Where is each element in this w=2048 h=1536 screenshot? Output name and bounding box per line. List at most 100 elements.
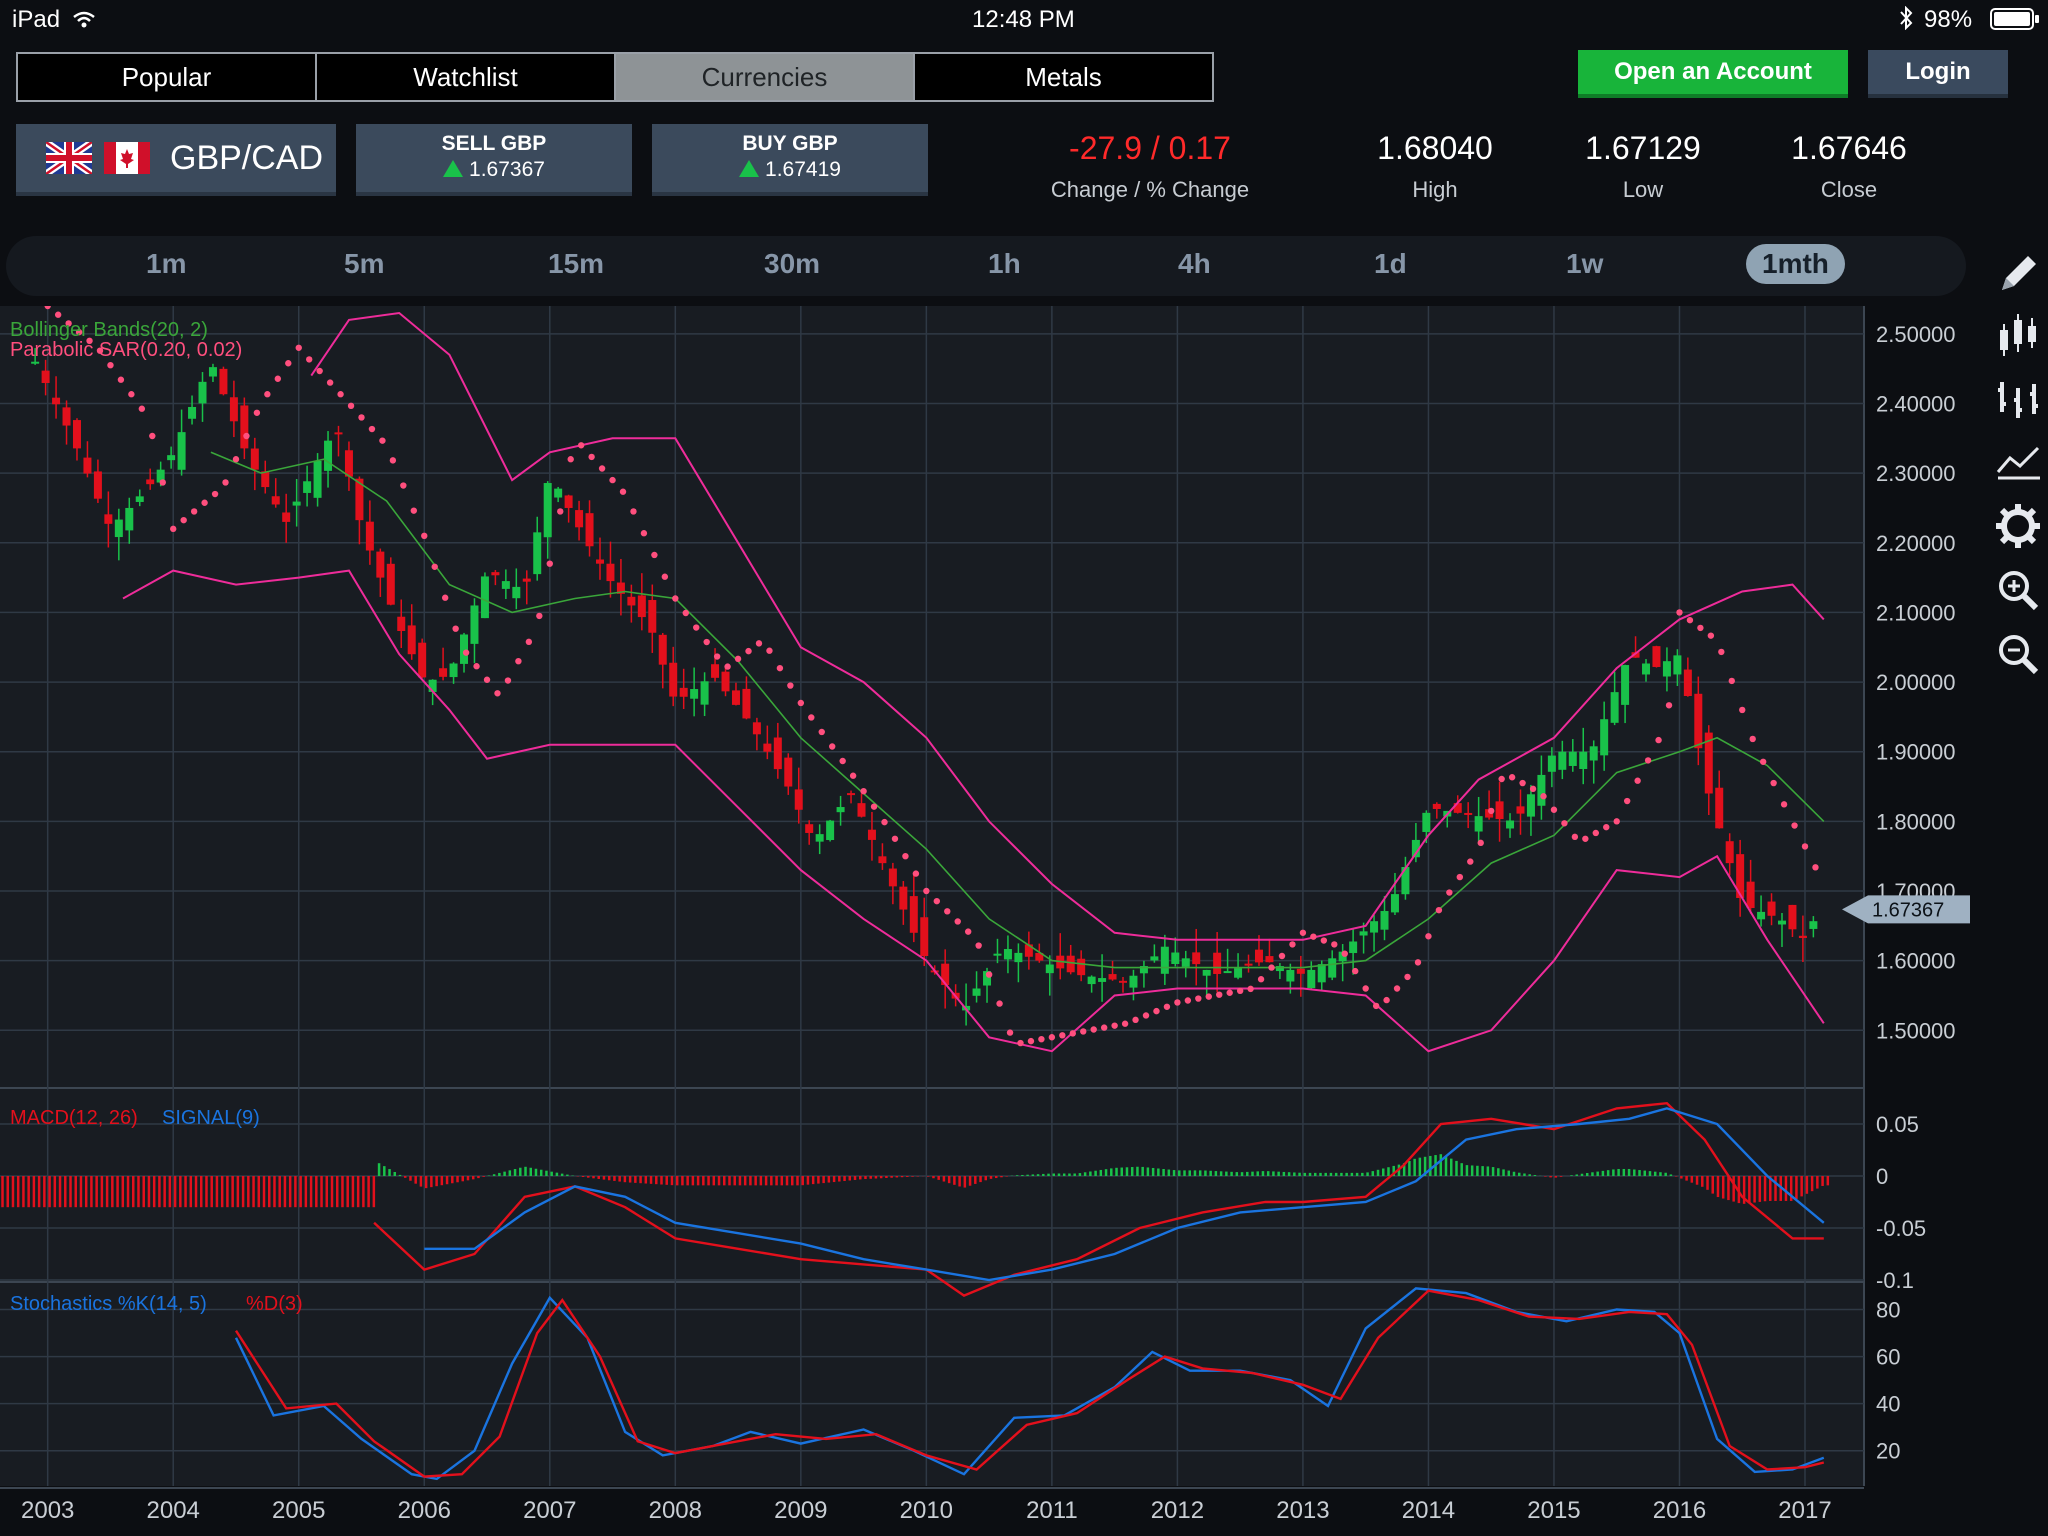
candle-down (847, 793, 856, 796)
sar-dot (1163, 1003, 1171, 1010)
bluetooth-icon (1898, 5, 1914, 37)
candle-down (1077, 958, 1086, 976)
candle-down (439, 668, 448, 677)
candlestick-icon[interactable] (1988, 306, 2048, 366)
sar-dot (1121, 1020, 1129, 1027)
candle-down (941, 963, 950, 986)
candle-down (721, 671, 730, 692)
sar-dot (107, 361, 114, 369)
sar-dot (1697, 624, 1704, 632)
sar-dot (588, 453, 595, 461)
candle-down (669, 662, 678, 697)
change-stat: -27.9 / 0.17 Change / % Change (1040, 130, 1260, 203)
sar-dot (1603, 823, 1610, 831)
candle-up (292, 501, 301, 506)
timeframe-1w[interactable]: 1w (1566, 248, 1604, 279)
sar-dot (1414, 959, 1422, 966)
x-tick-label: 2007 (523, 1497, 576, 1524)
instrument-selector[interactable]: GBP/CAD (16, 124, 336, 196)
sar-dot (400, 482, 407, 489)
macd-tick-label: -0.1 (1876, 1268, 1914, 1293)
timeframe-30m[interactable]: 30m (764, 248, 821, 279)
candle-up (1610, 692, 1619, 723)
candle-down (1024, 944, 1033, 957)
legend-stochastics-k: Stochastics %K(14, 5) (10, 1293, 207, 1315)
x-tick-label: 2009 (774, 1497, 827, 1524)
price-chart[interactable]: 2003 2004 2005 2006 2007 2008 2009 2010 2011 2012… (0, 306, 1970, 1536)
sar-dot (1216, 991, 1223, 998)
sar-dot (1132, 1016, 1139, 1024)
tab-popular[interactable]: Popular (18, 54, 317, 100)
tab-watchlist[interactable]: Watchlist (317, 54, 616, 100)
candle-up (167, 455, 176, 461)
sar-dot (787, 682, 794, 689)
candle-down (1652, 646, 1661, 667)
buy-button[interactable]: BUY GBP 1.67419 (652, 124, 928, 196)
sar-dot (326, 379, 334, 386)
candle-down (784, 757, 793, 787)
candle-up (324, 440, 333, 471)
timeframe-1d[interactable]: 1d (1374, 248, 1407, 279)
candle-down (62, 407, 71, 426)
candle-down (794, 789, 803, 810)
zoom-out-icon[interactable] (1988, 624, 2048, 684)
candle-down (1694, 693, 1703, 749)
high-stat: 1.68040 High (1360, 130, 1510, 203)
candle-down (1432, 803, 1441, 809)
candle-down (1746, 881, 1755, 909)
sar-dot (1801, 843, 1809, 850)
gear-icon[interactable] (1988, 496, 2048, 556)
sar-dot (1665, 702, 1673, 709)
timeframe-5m[interactable]: 5m (344, 248, 385, 279)
x-tick-label: 2011 (1026, 1497, 1078, 1524)
sar-dot (724, 663, 731, 670)
tab-currencies[interactable]: Currencies (616, 54, 915, 100)
candle-down (104, 514, 113, 524)
candle-down (909, 896, 918, 933)
sar-dot (1006, 1029, 1014, 1036)
sar-dot (149, 432, 156, 440)
tab-metals[interactable]: Metals (915, 54, 1212, 100)
axis-labels: 2003 2004 2005 2006 2007 2008 2009 2010 2011 2012… (21, 322, 1956, 1524)
candle-up (1234, 968, 1243, 978)
sar-dot (515, 657, 522, 665)
sar-dot (222, 479, 229, 486)
sar-dot (1080, 1028, 1087, 1035)
sar-dot (1550, 806, 1558, 813)
sar-dot (755, 640, 763, 647)
bar-chart-icon[interactable] (1988, 370, 2048, 430)
candle-down (1631, 652, 1640, 658)
sar-dot (1111, 1022, 1118, 1029)
status-bar: iPad 12:48 PM 98% (0, 0, 2048, 40)
timeframe-15m[interactable]: 15m (548, 248, 605, 279)
y-tick-label: 2.20000 (1876, 531, 1956, 556)
timeframe-bar (6, 236, 1966, 296)
candle-up (156, 469, 165, 483)
candle-up (501, 581, 510, 589)
pencil-icon[interactable] (1988, 244, 2048, 304)
y-tick-label: 2.40000 (1876, 392, 1956, 417)
line-chart-icon[interactable] (1988, 432, 2048, 492)
price-pointer: 1.67367 (1842, 895, 1970, 924)
x-tick-label: 2010 (900, 1497, 953, 1524)
y-tick-label: 1.90000 (1876, 740, 1956, 765)
candle-up (836, 807, 845, 813)
sar-dot (1467, 858, 1474, 865)
open-account-button[interactable]: Open an Account (1578, 50, 1848, 98)
zoom-in-icon[interactable] (1988, 560, 2048, 620)
timeframe-1m[interactable]: 1m (146, 248, 187, 279)
candle-up (1600, 719, 1609, 756)
candle-up (993, 953, 1002, 956)
timeframe-1mth[interactable]: 1mth (1746, 244, 1845, 284)
candle-up (1777, 920, 1786, 925)
candle-down (1035, 952, 1044, 961)
candle-up (1380, 911, 1389, 930)
login-button[interactable]: Login (1868, 50, 2008, 98)
timeframe-4h[interactable]: 4h (1178, 248, 1211, 279)
sar-dot (661, 573, 669, 580)
sell-button[interactable]: SELL GBP 1.67367 (356, 124, 632, 196)
sar-dot (117, 376, 125, 383)
timeframe-1h[interactable]: 1h (988, 248, 1021, 279)
sar-dot (619, 488, 627, 495)
sar-dot (567, 456, 574, 463)
